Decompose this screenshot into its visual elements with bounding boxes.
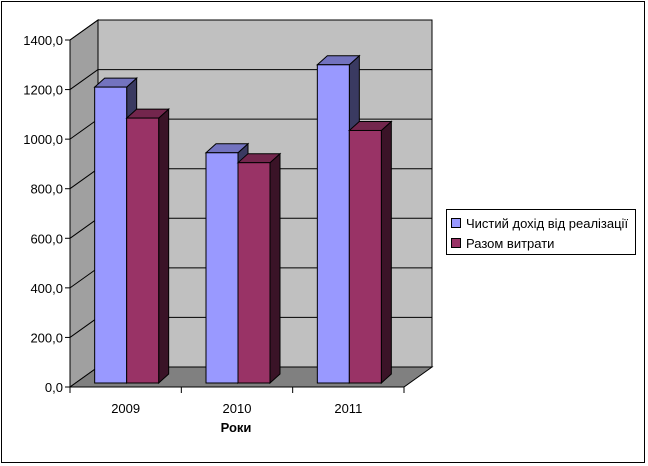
gridline-side [69,69,99,90]
gridline-side [69,118,99,140]
gridline-side [69,168,99,190]
x-tick-label: 2011 [334,401,362,416]
x-tick-label: 2010 [223,401,252,416]
y-tick-label: 1200,0 [23,83,63,98]
y-tick-label: 0,0 [45,380,63,395]
y-tick-labels: 0,0 200,0 400,0 600,0 800,0 1000,0 1200,0 1400,… [23,33,63,395]
side-wall [69,19,99,388]
gridline-side [69,19,99,41]
bar-2009-series-2 [126,117,160,384]
gridline-side [69,217,99,239]
x-axis-title: Роки [221,420,252,435]
axes [65,39,405,393]
y-tick-label: 800,0 [30,182,63,197]
legend-swatch-2 [451,238,461,248]
gridline-side [69,267,99,289]
y-tick-label: 400,0 [30,281,63,296]
y-tick-label: 600,0 [30,231,63,246]
legend-item: Чистий дохід від реалізації [451,213,631,233]
legend-item: Разом витрати [451,233,631,253]
bars [93,54,393,385]
bar-side [380,120,392,385]
gridline-side [69,317,99,338]
bar-2011-series-1 [316,64,350,384]
legend-label-2: Разом витрати [466,235,555,251]
y-tick-label: 1000,0 [23,132,63,147]
y-tick-label: 200,0 [30,330,63,345]
bar-side [269,152,281,385]
legend: Чистий дохід від реалізації Разом витрат… [446,209,636,255]
legend-swatch-1 [451,218,461,228]
legend-label-1: Чистий дохід від реалізації [466,215,629,231]
bar-side [158,107,170,385]
x-tick-label: 2009 [111,401,140,416]
bar-2011-series-2 [348,129,382,384]
bar-2010-series-2 [237,162,271,384]
bar-2010-series-1 [205,152,239,384]
y-tick-label: 1400,0 [23,33,63,48]
bar-2009-series-1 [94,86,128,384]
x-tick-labels: 2009 2010 2011 [111,401,362,416]
